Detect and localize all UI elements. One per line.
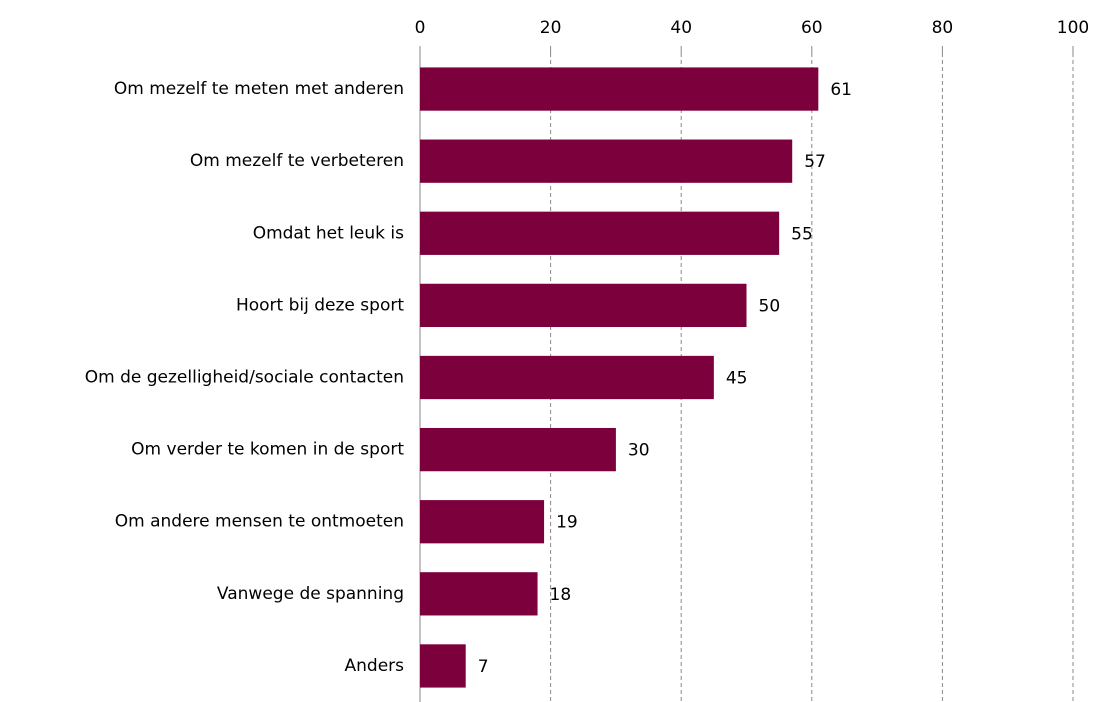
bar xyxy=(420,355,714,400)
y-tick-label: Om de gezelligheid/sociale contacten xyxy=(85,368,404,388)
x-tick-label: 100 xyxy=(1057,18,1089,38)
x-tick-label: 0 xyxy=(415,18,426,38)
bar xyxy=(420,139,793,183)
y-tick-label: Vanwege de spanning xyxy=(217,584,404,604)
data-label: 19 xyxy=(556,513,578,533)
y-tick-label: Hoort bij deze sport xyxy=(236,295,404,315)
y-tick-label: Om mezelf te verbeteren xyxy=(190,151,404,171)
data-label: 7 xyxy=(478,657,489,677)
bar xyxy=(420,211,780,255)
data-label: 45 xyxy=(726,369,748,389)
data-label: 61 xyxy=(830,80,852,100)
x-tick-label: 60 xyxy=(801,18,823,38)
x-tick-label: 40 xyxy=(670,18,692,38)
data-label: 30 xyxy=(628,441,650,461)
bar xyxy=(420,500,545,544)
bar xyxy=(420,427,616,472)
data-label: 55 xyxy=(791,224,813,244)
data-label: 57 xyxy=(804,152,826,172)
y-tick-label: Anders xyxy=(345,656,405,676)
y-tick-label: Omdat het leuk is xyxy=(253,223,404,243)
y-tick-label: Om andere mensen te ontmoeten xyxy=(115,512,404,532)
x-tick-label: 20 xyxy=(540,18,562,38)
bar xyxy=(420,67,819,111)
y-tick-label: Om verder te komen in de sport xyxy=(131,440,404,460)
bar xyxy=(420,283,747,328)
y-tick-label: Om mezelf te meten met anderen xyxy=(114,79,404,99)
x-tick-label: 80 xyxy=(932,18,954,38)
data-label: 50 xyxy=(759,296,781,316)
bar xyxy=(420,572,538,616)
data-label: 18 xyxy=(550,585,572,605)
bar xyxy=(420,644,466,688)
